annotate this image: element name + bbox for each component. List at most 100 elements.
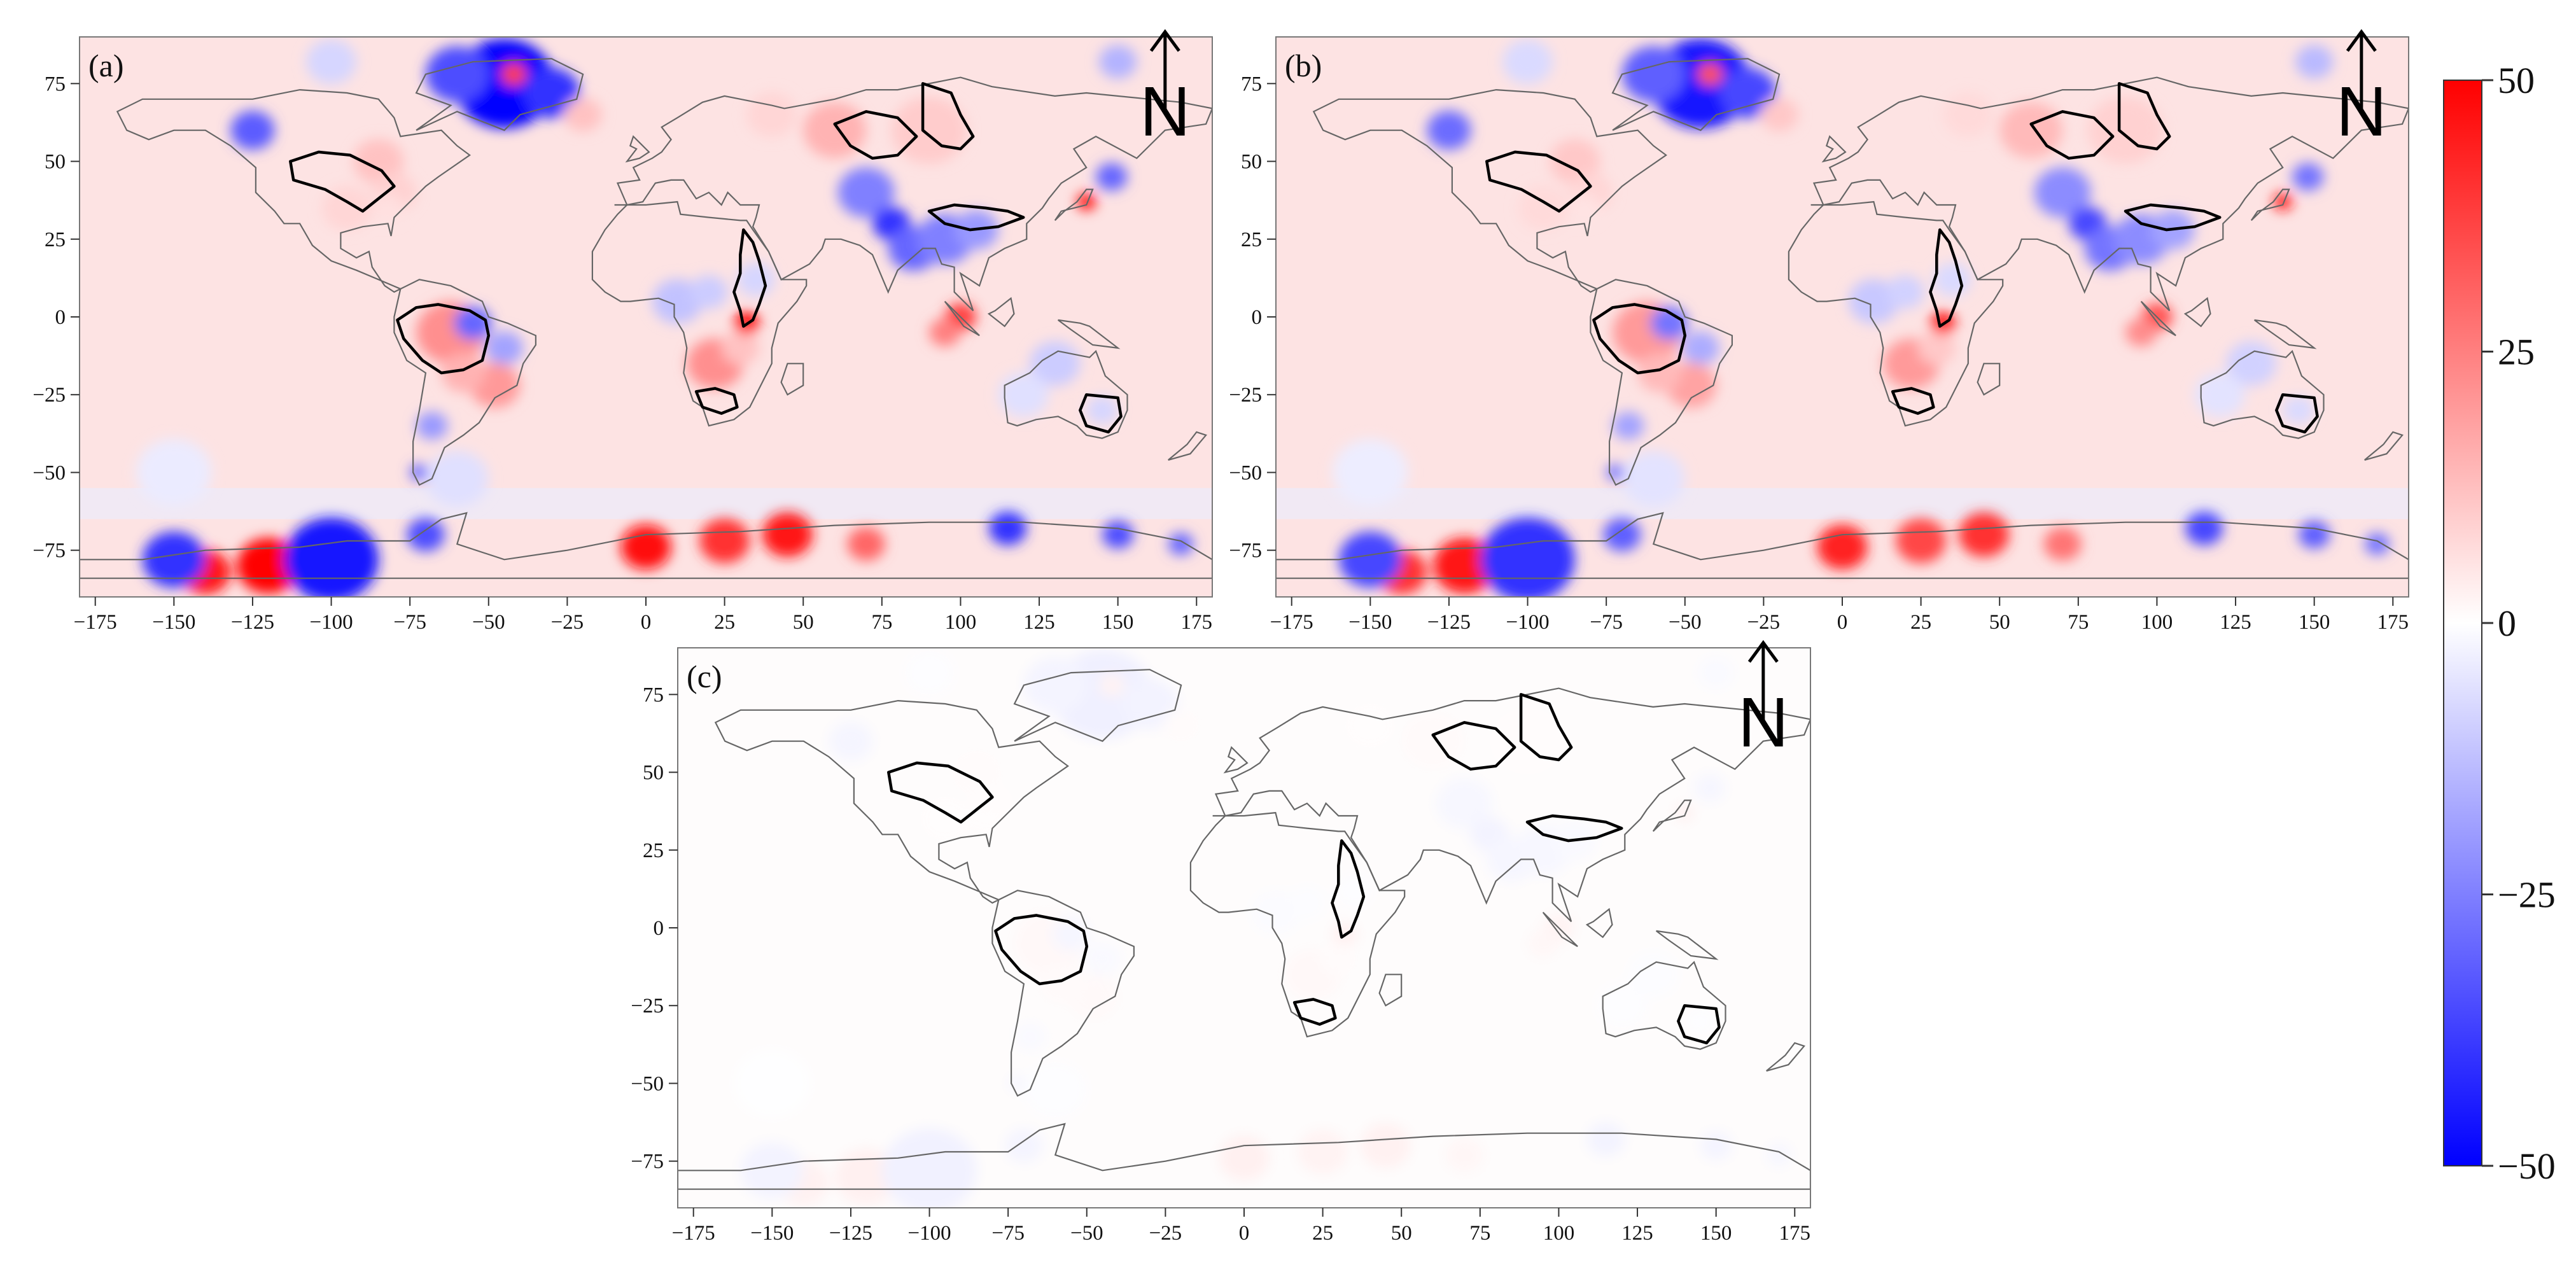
basin-outline [1929, 228, 1964, 328]
x-tick-label: −125 [1427, 611, 1471, 634]
x-tick-label: 100 [945, 611, 977, 634]
x-tick-label: 75 [871, 611, 892, 634]
coastline [1378, 974, 1403, 1007]
anomaly-blob [523, 67, 580, 118]
coastline [780, 363, 804, 396]
anomaly-blob [564, 97, 602, 132]
coastline [1312, 88, 1667, 293]
y-axis: 75 50 25 0 −25 −50 −75 [631, 683, 678, 1173]
x-tick-label: 100 [2141, 611, 2173, 634]
x-tick-label: 175 [1181, 611, 1213, 634]
basin-outline [396, 303, 491, 375]
coastline [1788, 200, 2004, 427]
anomaly-blob [1697, 63, 1723, 86]
anomaly-blob [2043, 527, 2082, 561]
anomaly-field [1276, 38, 2409, 597]
anomaly-blob [1586, 1123, 1625, 1156]
coastline [415, 58, 584, 131]
anomaly-blob [1121, 678, 1179, 729]
anomaly-blob [1917, 331, 1956, 365]
anomaly-blob [1162, 708, 1200, 743]
anomaly-blob [2087, 96, 2164, 164]
x-tick-label: 175 [1779, 1222, 1811, 1245]
coastline [1821, 135, 1847, 163]
y-tick-label: 75 [1241, 73, 1262, 95]
x-tick-label: −50 [1070, 1222, 1103, 1245]
anomaly-blob [1719, 67, 1777, 118]
coastline [1004, 349, 1128, 439]
anomaly-blob [1766, 1144, 1792, 1166]
x-tick-label: 75 [1469, 1222, 1490, 1245]
y-tick-label: −75 [1229, 540, 1262, 563]
anomaly-blob [1360, 1123, 1411, 1168]
basin-outline [1891, 387, 1935, 415]
x-tick-label: −125 [829, 1222, 872, 1245]
colorbar-svg: 50 25 0 −25 −50 [2443, 60, 2556, 1187]
basin-outline [1292, 998, 1337, 1026]
y-tick-label: −25 [631, 995, 664, 1018]
x-tick-label: 50 [1391, 1222, 1412, 1245]
coastline [80, 512, 1212, 579]
basins [1485, 82, 2319, 434]
y-tick-label: 75 [643, 683, 664, 706]
y-axis: 75 50 25 0 −25 −50 −75 [32, 73, 80, 563]
anomaly-blob [1621, 451, 1685, 507]
x-tick-label: 150 [1700, 1222, 1732, 1245]
colorbar-gradient [2443, 80, 2482, 1166]
anomaly-blob [1613, 412, 1644, 440]
anomaly-blob [988, 512, 1027, 545]
x-tick-label: 125 [1023, 611, 1055, 634]
anomaly-blob [829, 721, 873, 761]
anomaly-blob [407, 517, 445, 552]
x-tick-label: −25 [1149, 1222, 1182, 1245]
anomaly-blob [2364, 533, 2390, 556]
x-tick-label: 125 [1621, 1222, 1653, 1245]
basin-outline [921, 82, 975, 151]
x-tick-label: 150 [1102, 611, 1134, 634]
x-tick-label: −175 [1270, 611, 1313, 634]
map-panel-b: −175 −150 −125 −100 −75 −50 −25 0 25 50 75 100 125 15… [1196, 0, 2460, 643]
anomaly-blob [1489, 707, 1565, 775]
anomaly-blob [1480, 517, 1575, 597]
x-tick-label: 25 [714, 611, 735, 634]
colorbar-tick-label: −25 [2498, 874, 2556, 916]
x-tick-label: −150 [1348, 611, 1392, 634]
x-axis: −175 −150 −125 −100 −75 −50 −25 0 25 50 75 100 125 15… [672, 1208, 1810, 1245]
basin-outline [2275, 393, 2319, 434]
x-tick-label: −100 [1506, 611, 1549, 634]
anomaly-blob [1650, 306, 1688, 340]
x-tick-label: −100 [907, 1222, 951, 1245]
x-tick-label: −150 [152, 611, 195, 634]
basin-outline [694, 387, 739, 415]
coastline [2183, 297, 2211, 328]
anomaly-blob [425, 46, 489, 102]
x-tick-label: −25 [1747, 611, 1781, 634]
anomaly-blob [734, 1049, 810, 1117]
y-tick-label: 0 [55, 306, 66, 329]
x-tick-label: 50 [1989, 611, 2010, 634]
coastline [1656, 930, 1719, 960]
anomaly-blob [1527, 929, 1559, 958]
anomaly-blob [1333, 438, 1408, 507]
anomaly-blob [2125, 318, 2157, 347]
anomaly-blob [237, 538, 300, 594]
anomaly-blob [1445, 1138, 1483, 1172]
coastline [1585, 907, 1613, 939]
anomaly-blob [1933, 262, 1971, 297]
y-tick-label: 50 [643, 762, 664, 785]
x-tick-label: −175 [74, 611, 117, 634]
panel-label: (c) [687, 659, 722, 694]
anomaly-blob [835, 1149, 899, 1205]
basin-outline [833, 110, 918, 160]
anomaly-blob [904, 650, 955, 696]
anomaly-blob [1958, 512, 2010, 557]
coastline [1054, 188, 1094, 221]
north-arrow-icon: N [1140, 29, 1191, 151]
anomaly-blob [1681, 331, 1720, 365]
anomaly-blob [2273, 193, 2293, 211]
basin-outline [2117, 82, 2171, 151]
anomaly-blob [1518, 185, 1569, 231]
coastline [1189, 811, 1406, 1038]
basin-outline [289, 150, 396, 213]
x-tick-label: −150 [750, 1222, 794, 1245]
